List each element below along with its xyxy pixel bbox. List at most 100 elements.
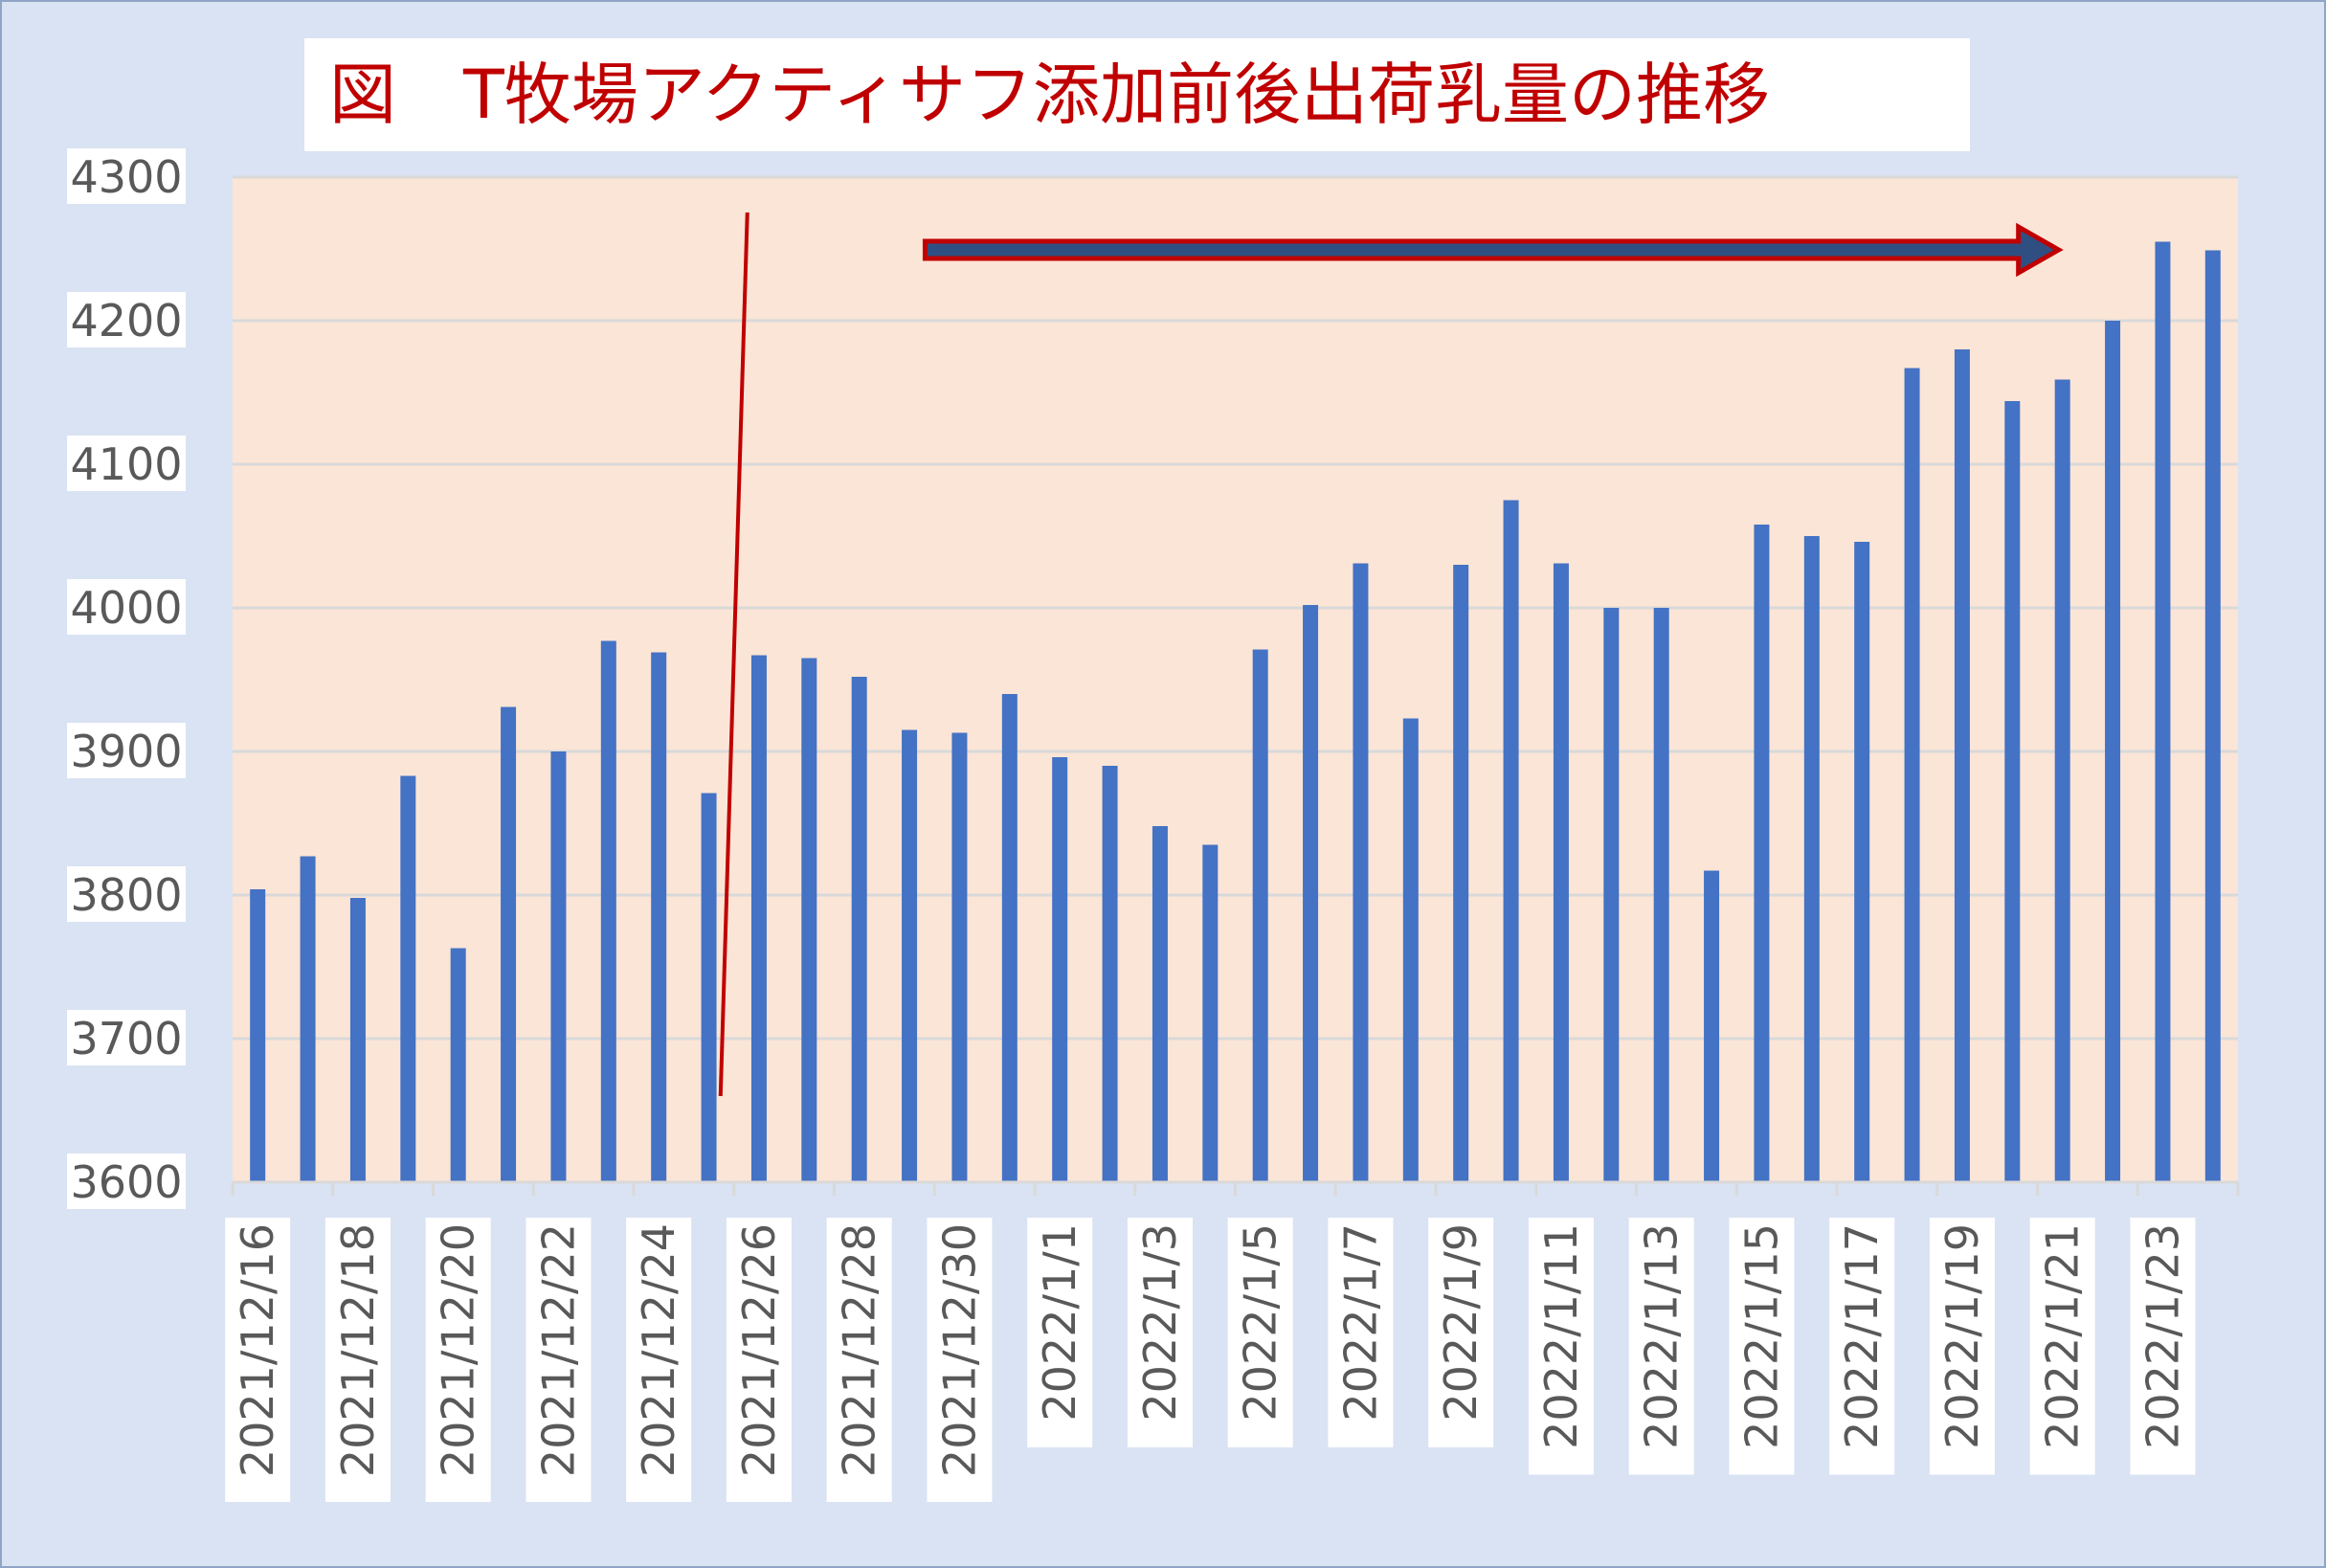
bar-2021/12/23	[600, 640, 616, 1182]
x-tick-bg	[2029, 1218, 2095, 1475]
y-tick-bg	[67, 1010, 186, 1065]
bar-2022/1/23	[2155, 241, 2171, 1182]
bar-2021/12/21	[501, 706, 517, 1182]
y-tick-label: 4300	[70, 151, 182, 203]
x-tick-bg	[726, 1218, 792, 1502]
y-tick-bg	[67, 579, 186, 635]
bar-2022/1/3	[1152, 826, 1168, 1182]
bar-2021/12/22	[550, 751, 567, 1182]
bar-2021/12/18	[349, 898, 366, 1182]
x-tick-label: 2021/12/16	[232, 1223, 283, 1477]
bar-2022/1/10	[1503, 500, 1519, 1182]
bar-2022/1/24	[2204, 250, 2221, 1182]
x-tick-bg	[1328, 1218, 1394, 1447]
x-tick-label: 2022/1/3	[1134, 1223, 1186, 1422]
x-tick-label: 2022/1/17	[1836, 1223, 1888, 1449]
bar-2022/1/18	[1904, 368, 1920, 1182]
x-tick-bg	[1628, 1218, 1694, 1475]
bar-2021/12/30	[951, 732, 968, 1182]
bar-2022/1/13	[1653, 608, 1669, 1182]
chart-title-box: 図 T牧場アクティサフ添加前後出荷乳量の推移	[304, 38, 1970, 151]
bar-2022/1/8	[1402, 718, 1419, 1182]
bar-2021/12/28	[851, 677, 867, 1182]
y-axis: 3600 3700 3800 3900 4000 4100 4200 4300	[67, 148, 186, 1209]
y-tick-bg	[67, 292, 186, 347]
x-tick-label: 2022/1/9	[1435, 1223, 1487, 1422]
bar-2022/1/20	[2004, 401, 2021, 1182]
x-tick-bg	[324, 1218, 391, 1502]
x-tick-bg	[225, 1218, 291, 1502]
bar-2021/12/27	[801, 658, 817, 1182]
y-tick-label: 4000	[70, 582, 182, 634]
y-tick-label: 3600	[70, 1156, 182, 1208]
y-tick-label: 3900	[70, 726, 182, 777]
x-tick-label: 2022/1/7	[1334, 1223, 1386, 1422]
bar-2022/1/4	[1202, 844, 1219, 1182]
x-tick-bg	[927, 1218, 993, 1502]
x-tick-label: 2021/12/18	[332, 1223, 384, 1477]
bar-2021/12/16	[250, 889, 266, 1182]
bar-2022/1/22	[2105, 321, 2121, 1182]
bar-2022/1/7	[1353, 563, 1369, 1182]
x-tick-label: 2022/1/5	[1235, 1223, 1286, 1422]
y-tick-label: 3700	[70, 1013, 182, 1064]
bar-2022/1/12	[1603, 608, 1620, 1182]
bars	[250, 241, 2221, 1182]
x-tick-bg	[526, 1218, 592, 1502]
bar-2022/1/11	[1553, 563, 1569, 1182]
y-tick-bg	[67, 436, 186, 491]
x-tick-bg	[1729, 1218, 1795, 1475]
x-tick-bg	[1127, 1218, 1193, 1447]
bar-2021/12/20	[450, 948, 466, 1182]
x-axis: 2021/12/16 2021/12/18 2021/12/20 2021/12/22…	[225, 1180, 2240, 1502]
x-tick-label: 2021/12/26	[733, 1223, 785, 1477]
y-tick-bg	[67, 1154, 186, 1209]
bar-2021/12/25	[701, 793, 717, 1182]
x-tick-label: 2022/1/13	[1636, 1223, 1688, 1449]
bar-2022/1/16	[1803, 536, 1820, 1182]
bar-2022/1/6	[1303, 605, 1319, 1182]
bar-2021/12/24	[651, 652, 667, 1182]
bar-2021/12/31	[1001, 694, 1018, 1182]
y-tick-label: 4200	[70, 295, 182, 347]
annotations	[718, 212, 2064, 1097]
bar-2022/1/15	[1754, 525, 1770, 1182]
y-tick-label: 3800	[70, 869, 182, 921]
x-tick-bg	[1528, 1218, 1594, 1475]
x-tick-label: 2022/1/15	[1735, 1223, 1787, 1449]
y-tick-bg	[67, 866, 186, 922]
x-tick-bg	[1829, 1218, 1895, 1475]
y-tick-label: 4100	[70, 438, 182, 490]
bar-2022/1/9	[1453, 565, 1469, 1182]
x-tick-label: 2021/12/30	[933, 1223, 985, 1477]
divider-line	[718, 212, 749, 1097]
bar-2022/1/5	[1252, 649, 1268, 1182]
x-tick-bg	[1929, 1218, 1995, 1475]
bar-2022/1/19	[1954, 349, 1970, 1182]
x-tick-bg	[1027, 1218, 1093, 1447]
x-tick-label: 2021/12/24	[633, 1223, 684, 1477]
plot-area	[233, 177, 2238, 1182]
trend-arrow	[922, 222, 2064, 278]
x-tick-bg	[425, 1218, 491, 1502]
x-tick-label: 2022/1/19	[1936, 1223, 1988, 1449]
x-tick-bg	[2130, 1218, 2196, 1475]
x-tick-label: 2022/1/23	[2136, 1223, 2188, 1449]
x-tick-label: 2021/12/28	[834, 1223, 885, 1477]
x-tick-label: 2022/1/1	[1034, 1223, 1085, 1422]
y-tick-bg	[67, 148, 186, 204]
bar-2022/1/17	[1854, 542, 1870, 1182]
bar-2022/1/2	[1102, 766, 1118, 1182]
bar-2021/12/26	[750, 655, 767, 1182]
y-tick-bg	[67, 723, 186, 778]
x-tick-bg	[826, 1218, 892, 1502]
x-tick-label: 2021/12/22	[532, 1223, 584, 1477]
x-tick-bg	[1428, 1218, 1494, 1447]
x-tick-bg	[1227, 1218, 1293, 1447]
bar-2021/12/19	[400, 775, 416, 1182]
x-tick-label: 2022/1/21	[2037, 1223, 2089, 1449]
bar-2022/1/1	[1052, 757, 1068, 1182]
x-tick-bg	[626, 1218, 692, 1502]
chart-title: 図 T牧場アクティサフ添加前後出荷乳量の推移	[329, 56, 1771, 134]
x-tick-label: 2021/12/20	[433, 1223, 484, 1477]
